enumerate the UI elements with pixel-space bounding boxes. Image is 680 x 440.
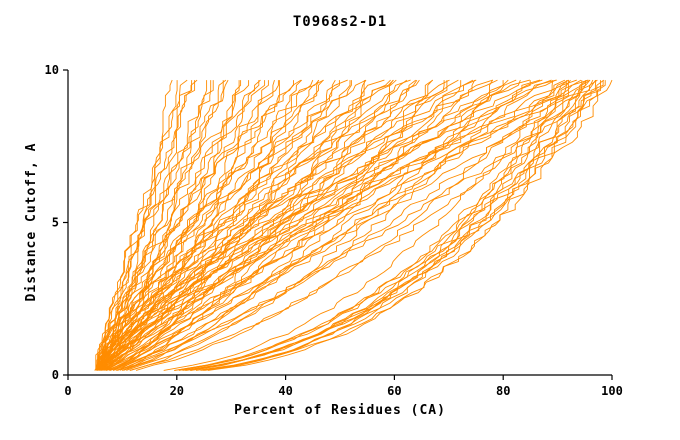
model-curve <box>101 79 557 371</box>
model-curve <box>109 79 303 371</box>
x-tick-label: 40 <box>278 384 292 398</box>
model-curve <box>97 80 266 371</box>
model-curve <box>108 80 269 371</box>
model-curve <box>97 79 543 371</box>
model-curve <box>190 80 569 371</box>
y-axis-label: Distance Cutoff, A <box>24 142 39 302</box>
model-curve <box>95 79 229 371</box>
model-curve <box>186 79 591 371</box>
x-axis-label: Percent of Residues (CA) <box>234 403 446 418</box>
model-curve <box>126 80 531 371</box>
model-curve <box>97 79 411 371</box>
model-curve <box>105 79 418 371</box>
model-curve <box>115 80 604 371</box>
model-curve <box>96 79 530 371</box>
model-curve <box>129 79 591 371</box>
chart-title: T0968s2-D1 <box>292 14 388 30</box>
model-curve <box>96 79 556 371</box>
x-tick-label: 100 <box>601 384 623 398</box>
model-curve <box>98 79 598 371</box>
model-curve <box>97 79 577 371</box>
model-curve <box>103 79 324 371</box>
model-curve <box>189 80 587 371</box>
model-curve <box>174 79 596 371</box>
model-curves <box>94 79 613 371</box>
model-curve <box>98 79 459 371</box>
model-curve <box>97 80 504 371</box>
model-curve <box>96 79 198 371</box>
model-curve <box>112 80 445 371</box>
model-curve <box>117 79 571 371</box>
model-curve <box>102 80 351 371</box>
model-curve <box>97 80 294 371</box>
model-curve <box>182 79 605 371</box>
model-curve <box>105 79 541 371</box>
model-curve <box>102 79 594 371</box>
model-curve <box>103 79 582 371</box>
model-curve <box>178 80 567 371</box>
model-curve <box>97 79 320 371</box>
model-curve <box>163 80 554 371</box>
model-curve <box>204 79 569 371</box>
x-tick-label: 0 <box>64 384 71 398</box>
model-curve <box>97 79 589 371</box>
model-curve <box>207 80 601 371</box>
x-tick-label: 80 <box>496 384 510 398</box>
model-curve <box>95 79 450 371</box>
model-curve <box>95 79 397 371</box>
model-curve <box>98 79 494 371</box>
x-tick-label: 20 <box>170 384 184 398</box>
model-curve <box>100 79 261 371</box>
x-tick-label: 60 <box>387 384 401 398</box>
model-curve <box>96 79 302 371</box>
model-curve <box>97 79 477 371</box>
model-curve <box>98 80 279 371</box>
y-tick-label: 5 <box>52 216 59 230</box>
model-curve <box>98 79 367 371</box>
model-curve <box>202 79 613 371</box>
model-curve <box>100 79 474 371</box>
model-curve <box>97 79 498 371</box>
model-curve <box>95 79 420 371</box>
model-curve <box>99 79 521 371</box>
model-curve <box>173 80 583 371</box>
y-tick-label: 10 <box>45 63 59 77</box>
y-tick-label: 0 <box>52 368 59 382</box>
